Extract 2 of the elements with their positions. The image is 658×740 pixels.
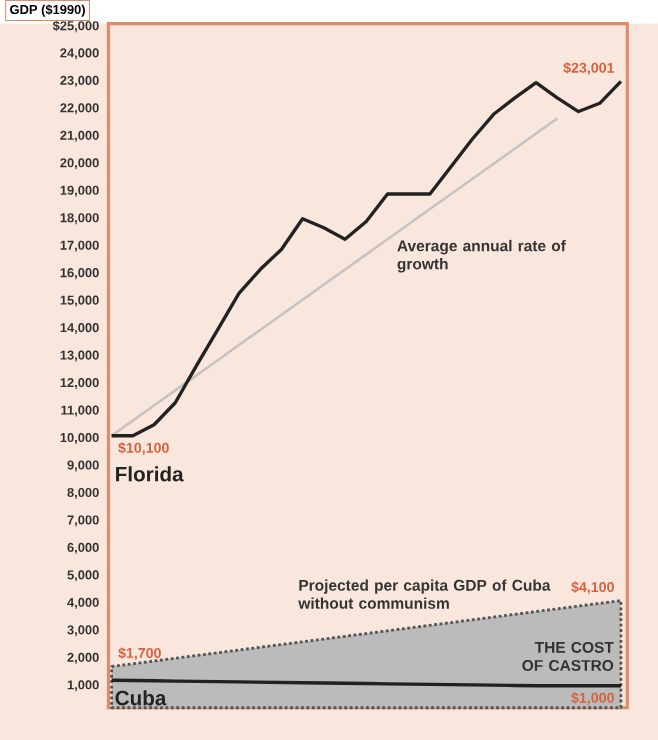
series-label: Cuba xyxy=(115,690,167,706)
series-label: Florida xyxy=(115,466,184,482)
